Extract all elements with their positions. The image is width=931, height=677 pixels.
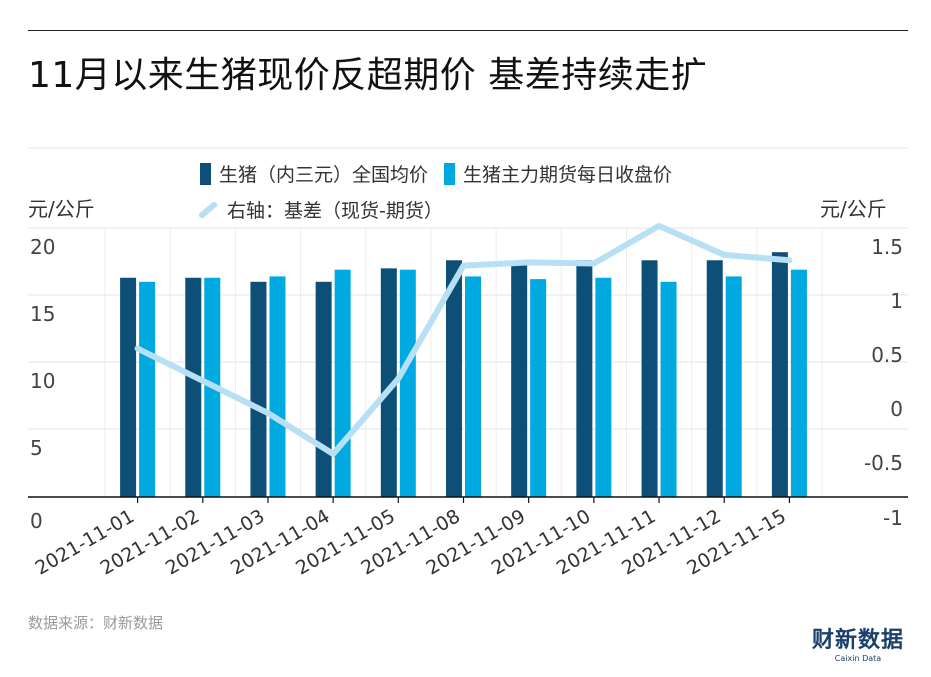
bar-futures-2021-11-12 <box>725 276 742 497</box>
legend-futures-label: 生猪主力期货每日收盘价 <box>463 164 673 186</box>
legend-row-2: 右轴：基差（现货-期货） <box>197 196 459 223</box>
bar-spot-2021-11-02 <box>185 277 202 497</box>
bar-spot-2021-11-05 <box>380 268 397 497</box>
legend-spot-swatch <box>200 162 211 185</box>
right-tick-labels: -1 -0.5 0 0.5 1 1.5 <box>864 235 903 530</box>
legend-basis: 右轴：基差（现货-期货） <box>197 196 443 223</box>
legend-row-1: 生猪（内三元）全国均价 生猪主力期货每日收盘价 <box>200 160 688 187</box>
legend-spot: 生猪（内三元）全国均价 <box>200 160 428 187</box>
right-tick-0: 0 <box>890 397 903 421</box>
right-tick-1: 1 <box>890 289 903 313</box>
right-tick-1.5: 1.5 <box>871 235 903 259</box>
bar-spot-2021-11-15 <box>771 252 788 497</box>
bar-spot-2021-11-09 <box>511 261 528 497</box>
bar-futures-2021-11-08 <box>465 276 481 497</box>
axes <box>28 496 908 503</box>
bar-futures-2021-11-09 <box>530 279 547 497</box>
bar-spot-2021-11-03 <box>250 281 267 497</box>
left-tick-5: 5 <box>30 436 43 460</box>
bar-spot-2021-11-08 <box>446 260 462 497</box>
bar-futures-2021-11-15 <box>790 269 807 497</box>
bar-futures-2021-11-04 <box>334 269 351 497</box>
left-tick-0: 0 <box>30 509 43 533</box>
bar-spot-2021-11-12 <box>706 260 723 497</box>
bar-futures-2021-11-05 <box>399 269 416 497</box>
bar-futures-2021-11-01 <box>139 281 156 497</box>
x-tick-labels: 2021-11-012021-11-022021-11-032021-11-04… <box>31 505 789 579</box>
left-axis-unit: 元/公斤 <box>28 197 95 221</box>
legend-futures-swatch <box>444 162 456 185</box>
bar-futures-2021-11-10 <box>595 277 612 497</box>
bar-spot-2021-11-10 <box>576 260 593 497</box>
left-tick-20: 20 <box>30 235 55 259</box>
legend-spot-label: 生猪（内三元）全国均价 <box>219 164 429 186</box>
legend-basis-label: 右轴：基差（现货-期货） <box>227 200 443 222</box>
logo-sub-text: Caixin Data <box>834 654 882 663</box>
bar-spot-2021-11-01 <box>120 277 137 497</box>
logo-main-text: 财新数据 <box>811 628 904 653</box>
bar-futures-2021-11-03 <box>269 276 286 497</box>
right-tick--0.5: -0.5 <box>864 451 903 475</box>
right-axis-unit: 元/公斤 <box>820 197 887 221</box>
bar-spot-2021-11-11 <box>641 260 658 497</box>
top-rule <box>28 30 908 31</box>
bar-futures-2021-11-11 <box>660 281 677 497</box>
legend-futures: 生猪主力期货每日收盘价 <box>444 160 672 187</box>
left-tick-15: 15 <box>30 302 55 326</box>
bar-spot-2021-11-04 <box>315 281 332 497</box>
bar-marks <box>120 252 807 497</box>
right-tick--1: -1 <box>883 506 903 530</box>
chart-title: 11月以来生猪现价反超期价 基差持续走扩 <box>28 55 708 96</box>
data-source: 数据来源：财新数据 <box>28 614 164 632</box>
caixin-logo: 财新数据 Caixin Data <box>808 622 908 663</box>
right-tick-0.5: 0.5 <box>871 343 903 367</box>
left-tick-labels: 0 5 10 15 20 <box>30 235 55 533</box>
left-tick-10: 10 <box>30 369 55 393</box>
basis-line <box>134 222 793 457</box>
